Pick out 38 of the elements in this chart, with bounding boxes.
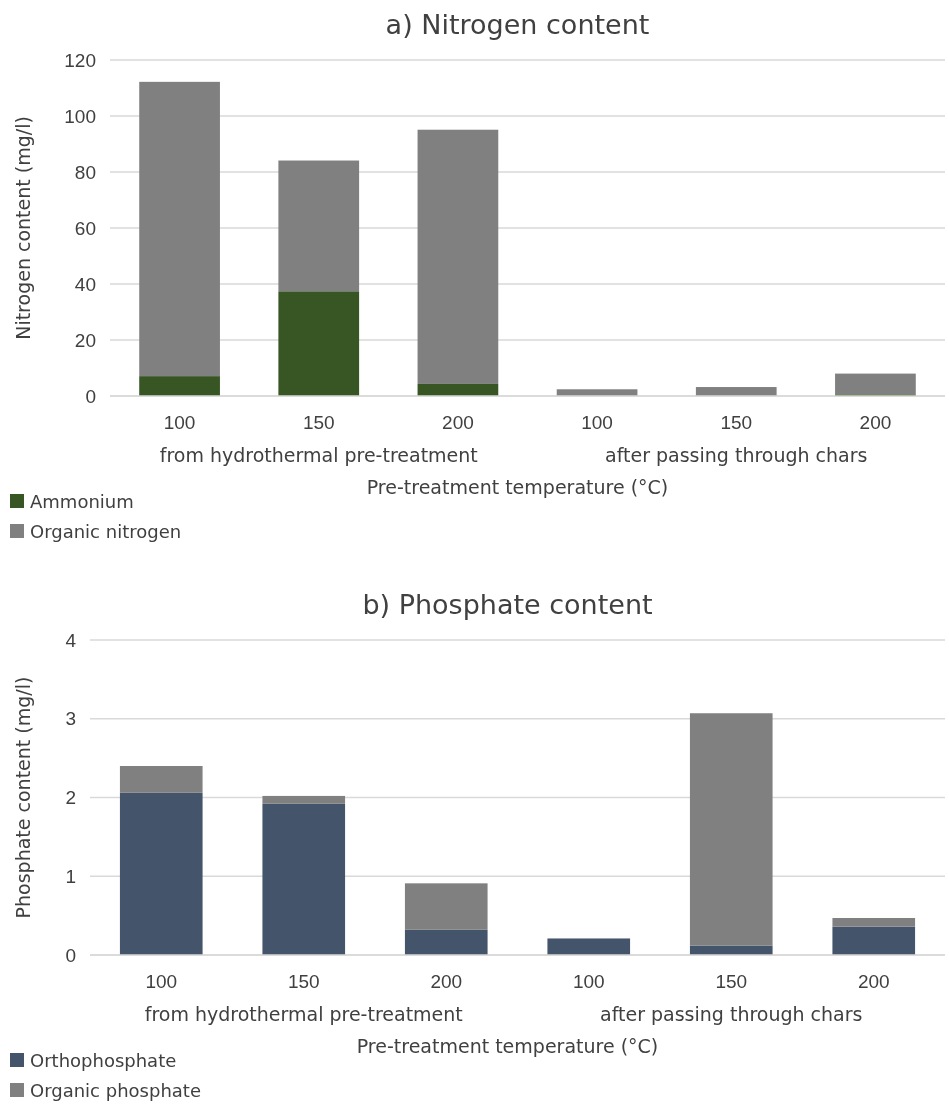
chart-title: b) Phosphate content	[362, 589, 653, 620]
legend-label: Orthophosphate	[30, 1050, 177, 1071]
y-tick-label: 80	[74, 161, 96, 183]
legend-label: Ammonium	[30, 491, 134, 512]
text: from hydrothermal pre-treatment	[144, 1003, 463, 1025]
y-tick-label: 3	[65, 708, 76, 730]
y-tick-label: 2	[65, 787, 76, 809]
x-tick-label: 100	[581, 412, 613, 434]
x-tick-label: 100	[572, 971, 605, 993]
text: after passing through chars	[605, 444, 868, 466]
y-tick-label: 100	[64, 105, 96, 127]
y-tick-label: 0	[85, 385, 96, 407]
y-tick-label: 20	[74, 329, 96, 351]
chart-title: a) Nitrogen content	[385, 9, 650, 40]
x-tick-label: 150	[287, 971, 320, 993]
y-tick-label: 40	[74, 273, 96, 295]
text: after passing through chars	[600, 1003, 863, 1025]
x-tick-label: 150	[302, 412, 335, 434]
y-tick-label: 4	[65, 629, 77, 651]
y-axis-title: Phosphate content (mg/l)	[12, 676, 34, 919]
x-tick-label: 150	[720, 412, 753, 434]
legend-label: Organic phosphate	[30, 1080, 201, 1101]
x-tick-label: 100	[145, 971, 178, 993]
x-tick-label: 200	[442, 412, 474, 434]
x-tick-label: 200	[857, 971, 890, 993]
x-axis-title: Pre-treatment temperature (°C)	[356, 1035, 659, 1057]
x-axis-title: Pre-treatment temperature (°C)	[366, 476, 669, 498]
y-tick-label: 60	[74, 217, 96, 239]
y-axis-title: Nitrogen content (mg/l)	[12, 116, 34, 340]
x-tick-label: 100	[163, 412, 196, 434]
y-tick-label: 120	[64, 49, 96, 71]
x-tick-label: 150	[715, 971, 748, 993]
x-tick-label: 200	[430, 971, 463, 993]
text: from hydrothermal pre-treatment	[159, 444, 478, 466]
y-tick-label: 1	[65, 865, 76, 887]
legend-label: Organic nitrogen	[30, 521, 182, 542]
x-tick-label: 200	[859, 412, 892, 434]
y-tick-label: 0	[65, 944, 76, 966]
